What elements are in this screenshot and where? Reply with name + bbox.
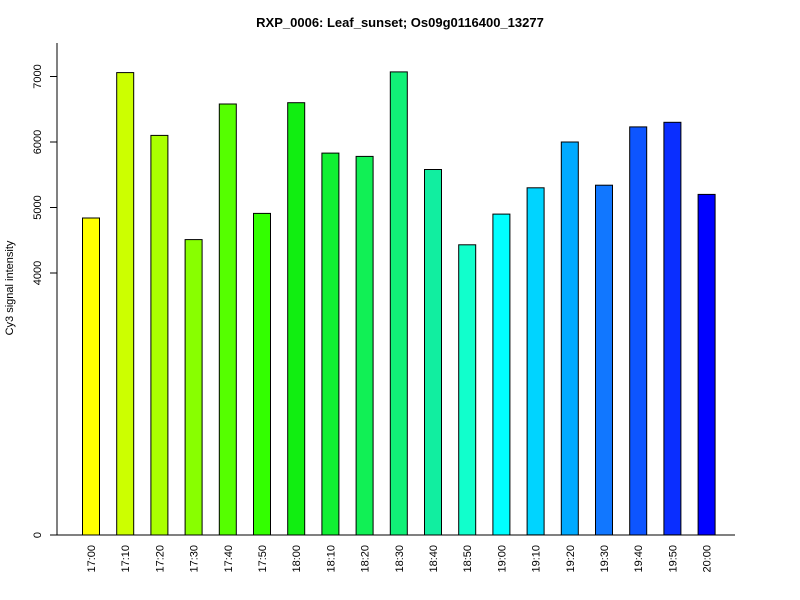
bar-1920: [560, 141, 579, 536]
bar-1750: [253, 212, 271, 536]
x-tick-label: 17:20: [154, 545, 166, 573]
bar-1850: [458, 244, 477, 536]
y-tick-label: 6000: [32, 130, 44, 154]
x-tick-label: 17:40: [223, 545, 235, 573]
x-tick-label: 17:50: [257, 545, 269, 573]
bar-1700: [82, 217, 100, 536]
bar-1840: [424, 169, 442, 536]
bars-group: [82, 71, 716, 536]
chart-title: RXP_0006: Leaf_sunset; Os09g0116400_1327…: [256, 15, 544, 30]
x-tick-label: 17:10: [120, 545, 132, 573]
bar-1950: [663, 121, 682, 536]
x-tick-label: 18:10: [325, 545, 337, 573]
x-tick-label: 18:30: [394, 545, 406, 573]
x-axis-tick-labels: 17:00 17:10 17:20 17:30 17:40 17:50 18:00 18:10…: [86, 545, 714, 573]
bar-1720: [150, 134, 169, 536]
y-tick-label: 7000: [32, 64, 44, 88]
x-tick-label: 18:50: [462, 545, 474, 573]
y-axis-ticks: 0 4000 5000 6000 7000: [32, 64, 57, 538]
x-tick-label: 17:30: [189, 545, 201, 573]
bar-1740: [218, 103, 237, 536]
x-tick-label: 17:00: [86, 545, 98, 573]
x-tick-label: 18:40: [428, 545, 440, 573]
y-axis-label: Cy3 signal intensity: [4, 240, 16, 335]
bar-1830: [389, 71, 408, 536]
bar-1730: [184, 239, 203, 536]
x-tick-label: 19:30: [599, 545, 611, 573]
bar-1800: [287, 102, 306, 536]
x-tick-label: 18:20: [360, 545, 372, 573]
bar-1820: [355, 155, 374, 536]
y-tick-label: 0: [32, 532, 44, 538]
y-tick-label: 5000: [32, 195, 44, 219]
y-tick-label: 4000: [32, 261, 44, 285]
x-tick-label: 19:10: [531, 545, 543, 573]
bar-1810: [321, 152, 340, 536]
bar-1940: [629, 126, 648, 536]
bar-1900: [492, 213, 511, 536]
x-tick-label: 19:20: [565, 545, 577, 573]
bar-2000: [697, 193, 716, 536]
x-tick-label: 20:00: [702, 545, 714, 573]
x-tick-label: 19:00: [496, 545, 508, 573]
x-tick-label: 18:00: [291, 545, 303, 573]
bar-1930: [595, 184, 613, 536]
x-tick-label: 19:50: [667, 545, 679, 573]
bar-1710: [116, 72, 135, 536]
bar-1910: [526, 187, 545, 536]
x-tick-label: 19:40: [633, 545, 645, 573]
